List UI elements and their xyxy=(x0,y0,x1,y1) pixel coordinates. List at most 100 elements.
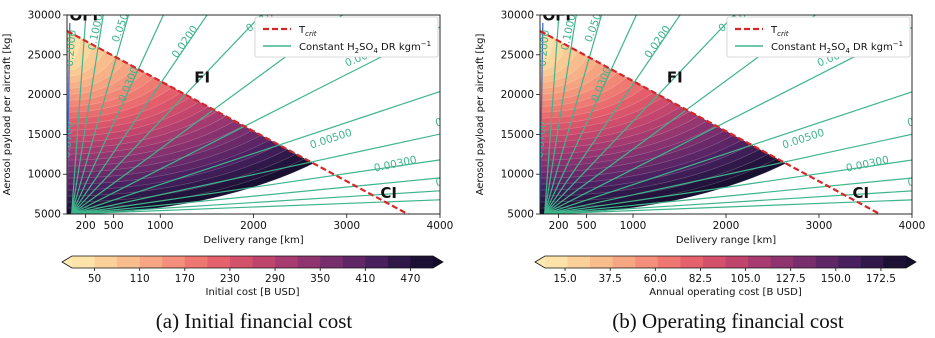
dr-contour-line xyxy=(544,26,912,214)
dr-contour-line xyxy=(71,199,440,214)
colorbar-segment xyxy=(838,256,862,268)
dr-contour-line xyxy=(71,190,440,214)
x-tick-label: 500 xyxy=(104,220,124,232)
plot-area: 0.20000.10000.05000.02000.01000.00700.03… xyxy=(534,15,926,214)
panel-a: 0.20000.10000.05000.02000.01000.00700.03… xyxy=(2,7,454,334)
x-tick-label: 1000 xyxy=(620,220,647,232)
colorbar-segment xyxy=(815,256,839,268)
legend-label-dr: Constant H2SO4 DR kgm−1 xyxy=(299,40,431,55)
y-tick-label: 20000 xyxy=(28,89,61,101)
colorbar: 50 110 170 230 290 350 410 470 Initial cost [B U… xyxy=(61,255,444,298)
colorbar-tick-label: 150.0 xyxy=(821,273,851,285)
x-axis-label: Delivery range [km] xyxy=(676,235,776,246)
legend-box xyxy=(254,16,439,58)
dr-contour-line xyxy=(71,90,440,214)
x-tick-label: 200 xyxy=(549,220,569,232)
x-tick-label: 500 xyxy=(576,220,596,232)
dr-contour-line-steep xyxy=(67,22,71,207)
colorbar-segment xyxy=(184,256,208,268)
colorbar-tick-label: 172.5 xyxy=(866,273,896,285)
y-axis-label: Aerosol payload per aircraft [kg] xyxy=(2,34,13,196)
colorbar-tick-label: 105.0 xyxy=(731,273,761,285)
marker-fi: FI xyxy=(667,69,683,87)
dr-contour-line xyxy=(544,199,912,214)
contour-label: 0.0700 xyxy=(534,121,549,159)
panel-b: 0.20000.10000.05000.02000.01000.00700.03… xyxy=(475,10,926,334)
colorbar-segment xyxy=(702,256,726,268)
marker-ci: CI xyxy=(853,184,870,202)
dr-contour-line xyxy=(544,91,912,214)
dr-contour-line xyxy=(544,15,736,214)
contour-label: 0. xyxy=(434,115,447,129)
contour-label: 0.0 xyxy=(907,174,926,189)
y-tick-label: 15000 xyxy=(28,129,61,141)
colorbar-segment xyxy=(297,256,321,268)
colorbar-segment xyxy=(612,256,636,268)
colorbar-segment xyxy=(635,256,659,268)
y-tick-label: 5000 xyxy=(34,209,61,221)
contour-label: 0.2000 xyxy=(537,29,552,67)
legend: Tcrit Constant H2SO4 DR kgm−1 xyxy=(254,16,439,58)
colorbar-tick-label: 470 xyxy=(400,273,420,285)
legend: Tcrit Constant H2SO4 DR kgm−1 xyxy=(726,16,911,58)
colorbar-segment xyxy=(342,256,366,268)
contour-label: 0. xyxy=(906,115,919,129)
colorbar-tick-label: 350 xyxy=(310,273,330,285)
legend-label-t-crit: Tcrit xyxy=(770,25,789,38)
colorbar-label: Initial cost [B USD] xyxy=(206,287,300,298)
colorbar-tick-label: 37.5 xyxy=(598,273,621,285)
t-crit-line xyxy=(540,29,883,214)
marker-ofi: OFI xyxy=(69,7,98,25)
dr-contour-line xyxy=(71,177,440,214)
contour-label: 0.0 xyxy=(435,174,454,189)
colorbar-tick-label: 110 xyxy=(130,273,150,285)
dr-contour-line-steep xyxy=(540,22,544,207)
colorbar-tick-label: 60.0 xyxy=(644,273,667,285)
colorbar-tick-label: 82.5 xyxy=(689,273,712,285)
y-axis-label: Aerosol payload per aircraft [kg] xyxy=(475,34,486,196)
legend-label-dr: Constant H2SO4 DR kgm−1 xyxy=(771,40,903,55)
colorbar-tick-label: 127.5 xyxy=(776,273,806,285)
x-tick-label: 3000 xyxy=(806,220,833,232)
colorbar-segment xyxy=(748,256,772,268)
dr-contour-line xyxy=(544,133,912,214)
colorbar-segment xyxy=(680,256,704,268)
colorbar-segment xyxy=(275,256,299,268)
marker-ci: CI xyxy=(380,184,397,202)
colorbar-segment xyxy=(365,256,389,268)
y-tick-label: 25000 xyxy=(501,49,534,61)
colorbar-segment xyxy=(590,256,614,268)
y-tick-label: 10000 xyxy=(501,169,534,181)
x-axis-label: Delivery range [km] xyxy=(203,235,303,246)
colorbar-segment xyxy=(72,256,96,268)
legend-box xyxy=(726,16,911,58)
panel-caption: (b) Operating financial cost xyxy=(612,309,844,333)
colorbar-segment xyxy=(770,256,794,268)
colorbar-segment xyxy=(567,256,591,268)
colorbar: 15.0 37.5 60.0 82.5 105.0 127.5 150.0 172.5 Annu… xyxy=(534,255,917,298)
colorbar-segment xyxy=(117,256,141,268)
colorbar-outline xyxy=(61,255,444,269)
colorbar-max-extension xyxy=(433,256,443,268)
dr-contour-line xyxy=(544,177,912,214)
colorbar-tick-label: 50 xyxy=(88,273,101,285)
colorbar-segment xyxy=(207,256,231,268)
x-tick-label: 4000 xyxy=(427,220,454,232)
dr-contour-line xyxy=(71,15,208,214)
colorbar-segment xyxy=(860,256,884,268)
colorbar-segment xyxy=(162,256,186,268)
x-tick-label: 3000 xyxy=(333,220,360,232)
colorbar-segment xyxy=(139,256,163,268)
dr-contour-line xyxy=(544,159,912,214)
y-tick-label: 5000 xyxy=(507,209,534,221)
colorbar-segment xyxy=(387,256,411,268)
y-tick-label: 30000 xyxy=(28,10,61,22)
colorbar-segment xyxy=(94,256,118,268)
t-crit-line xyxy=(67,29,410,214)
colorbar-tick-label: 290 xyxy=(265,273,285,285)
colorbar-outline xyxy=(534,255,917,269)
contour-label: 0.0700 xyxy=(61,121,76,159)
plot-area: 0.20000.10000.05000.02000.01000.00700.03… xyxy=(61,7,454,214)
colorbar-label: Annual operating cost [B USD] xyxy=(649,287,802,298)
colorbar-segment xyxy=(545,256,569,268)
